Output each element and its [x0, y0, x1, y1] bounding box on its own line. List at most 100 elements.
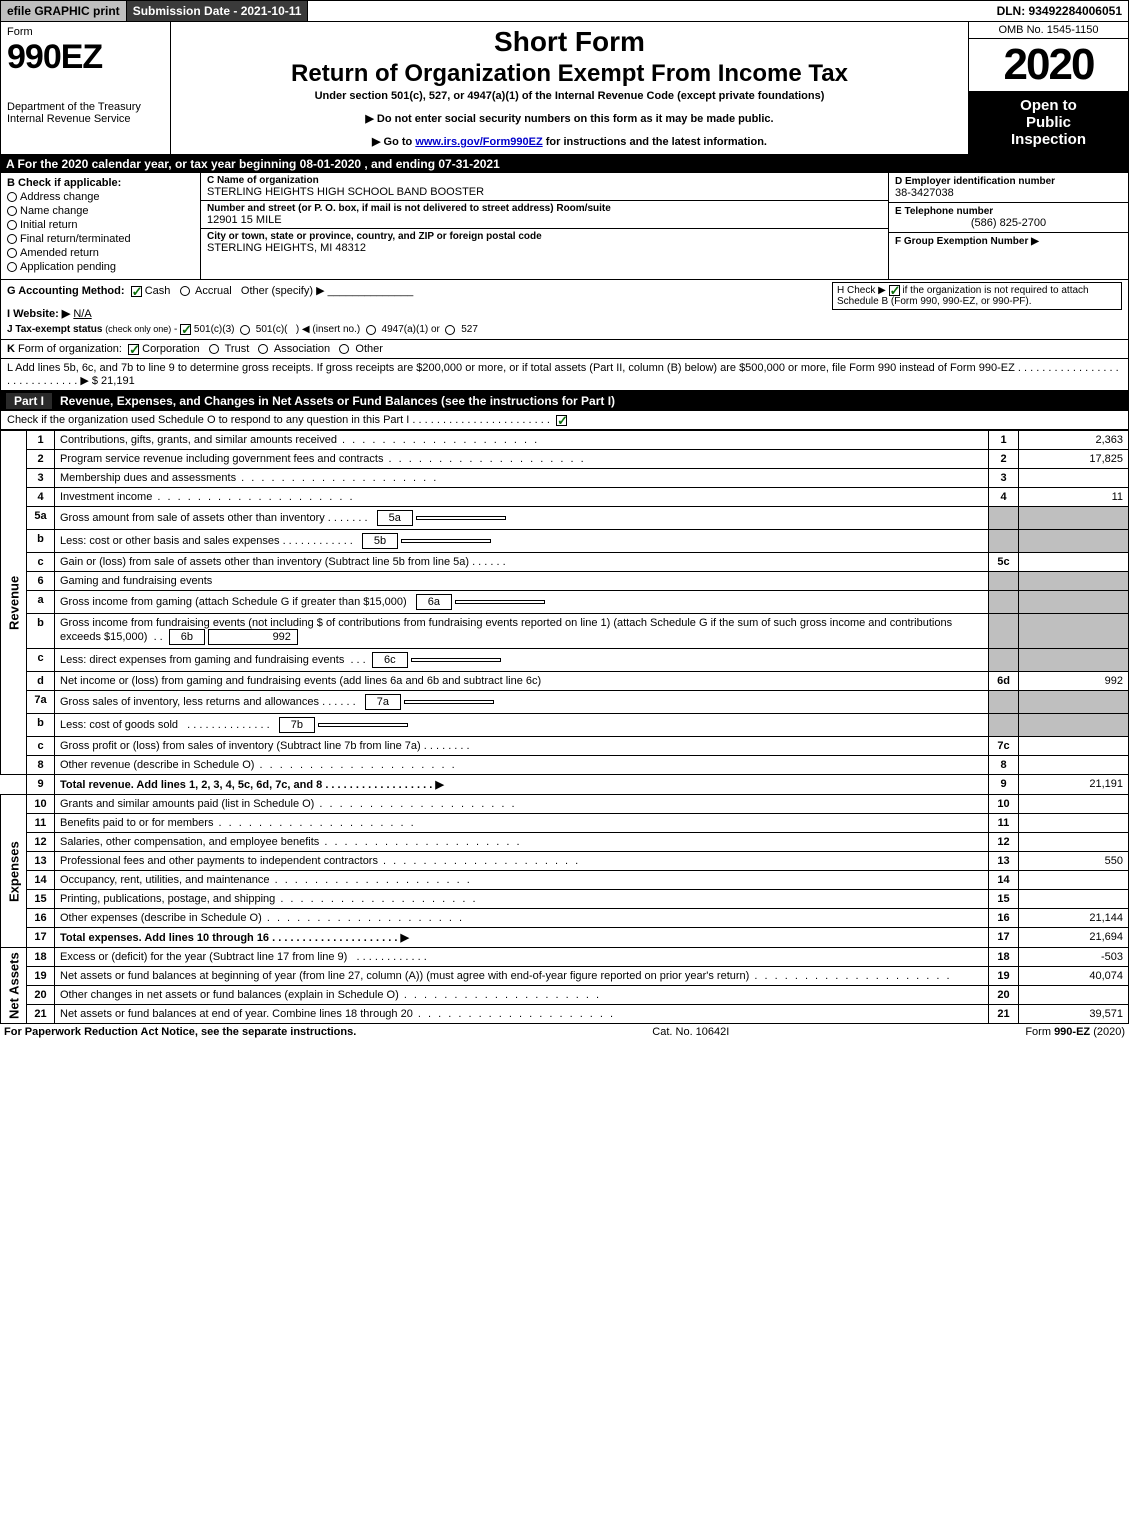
- l14-ln: 14: [989, 871, 1019, 890]
- l6c-shade: [989, 649, 1019, 672]
- omb-number: OMB No. 1545-1150: [969, 22, 1128, 39]
- l10-num: 10: [27, 795, 55, 814]
- irs-link[interactable]: www.irs.gov/Form990EZ: [415, 136, 542, 148]
- l5a-box: 5a: [377, 510, 413, 526]
- chk-accrual[interactable]: [180, 286, 190, 296]
- chk-kother[interactable]: [339, 344, 349, 354]
- chk-corp[interactable]: [128, 344, 139, 355]
- tax-year: 2020: [969, 39, 1128, 91]
- page-footer: For Paperwork Reduction Act Notice, see …: [0, 1024, 1129, 1040]
- tel-value: (586) 825-2700: [895, 217, 1122, 229]
- open-l3: Inspection: [971, 131, 1126, 148]
- header-left: Form 990EZ Department of the Treasury In…: [1, 22, 171, 154]
- l6d-num: d: [27, 672, 55, 691]
- chk-cash[interactable]: [131, 286, 142, 297]
- l5a-boxamt: [416, 516, 506, 520]
- efile-print-button[interactable]: efile GRAPHIC print: [1, 1, 127, 21]
- row-11: 11 Benefits paid to or for members 11: [1, 814, 1129, 833]
- l7b-boxamt: [318, 723, 408, 727]
- l6a-boxamt: [455, 600, 545, 604]
- part-1-sub: Check if the organization used Schedule …: [0, 411, 1129, 430]
- f-group-exemption: F Group Exemption Number ▶: [889, 233, 1128, 279]
- l8-desc: Other revenue (describe in Schedule O): [60, 759, 254, 771]
- chk-501c3[interactable]: [180, 324, 191, 335]
- l8-ln: 8: [989, 756, 1019, 775]
- sidebar-revenue: Revenue: [1, 431, 27, 775]
- l14-amt: [1019, 871, 1129, 890]
- open-to-public: Open to Public Inspection: [969, 91, 1128, 154]
- submission-date-button[interactable]: Submission Date - 2021-10-11: [127, 1, 309, 21]
- l1-desc: Contributions, gifts, grants, and simila…: [60, 434, 337, 446]
- row-7a: 7a Gross sales of inventory, less return…: [1, 691, 1129, 714]
- chk-schedule-o[interactable]: [556, 415, 567, 426]
- l11-amt: [1019, 814, 1129, 833]
- l21-desc: Net assets or fund balances at end of ye…: [60, 1008, 413, 1020]
- chk-527[interactable]: [445, 325, 455, 335]
- short-form-title: Short Form: [179, 26, 960, 58]
- l9-amt: 21,191: [1019, 775, 1129, 795]
- l5a-shade: [989, 507, 1019, 530]
- l4-desc: Investment income: [60, 491, 152, 503]
- row-20: 20 Other changes in net assets or fund b…: [1, 986, 1129, 1005]
- block-d: D Employer identification number 38-3427…: [888, 173, 1128, 279]
- chk-label-3: Final return/terminated: [20, 233, 131, 245]
- row-17: 17 Total expenses. Add lines 10 through …: [1, 928, 1129, 948]
- row-6: 6 Gaming and fundraising events: [1, 572, 1129, 591]
- l7a-shade: [989, 691, 1019, 714]
- row-5a: 5a Gross amount from sale of assets othe…: [1, 507, 1129, 530]
- row-13: 13 Professional fees and other payments …: [1, 852, 1129, 871]
- l17-desc: Total expenses. Add lines 10 through 16 …: [60, 932, 409, 944]
- l5a-shade2: [1019, 507, 1129, 530]
- l21-ln: 21: [989, 1005, 1019, 1024]
- chk-4947[interactable]: [366, 325, 376, 335]
- chk-label-5: Application pending: [20, 261, 116, 273]
- l7b-shade: [989, 714, 1019, 737]
- l7a-num: 7a: [27, 691, 55, 714]
- chk-trust[interactable]: [209, 344, 219, 354]
- footer-right-pre: Form: [1025, 1026, 1054, 1038]
- chk-name-change[interactable]: Name change: [7, 205, 194, 217]
- chk-assoc[interactable]: [258, 344, 268, 354]
- l6d-desc: Net income or (loss) from gaming and fun…: [55, 672, 989, 691]
- chk-final-return[interactable]: Final return/terminated: [7, 233, 194, 245]
- l6d-amt: 992: [1019, 672, 1129, 691]
- l6a-num: a: [27, 591, 55, 614]
- l6c-desc: Less: direct expenses from gaming and fu…: [60, 654, 344, 666]
- chk-app-pending[interactable]: Application pending: [7, 261, 194, 273]
- l8-num: 8: [27, 756, 55, 775]
- chk-label-1: Name change: [20, 205, 89, 217]
- l9-ln: 9: [989, 775, 1019, 795]
- l7a-shade2: [1019, 691, 1129, 714]
- l6c-shade2: [1019, 649, 1129, 672]
- l18-num: 18: [27, 948, 55, 967]
- l20-desc: Other changes in net assets or fund bala…: [60, 989, 399, 1001]
- l6-shade2: [1019, 572, 1129, 591]
- l17-num: 17: [27, 928, 55, 948]
- l13-num: 13: [27, 852, 55, 871]
- row-8: 8 Other revenue (describe in Schedule O)…: [1, 756, 1129, 775]
- l5a-desc: Gross amount from sale of assets other t…: [60, 512, 325, 524]
- chk-label-4: Amended return: [20, 247, 99, 259]
- h-box: H Check ▶ if the organization is not req…: [832, 282, 1122, 310]
- row-6c: c Less: direct expenses from gaming and …: [1, 649, 1129, 672]
- l7b-desc: Less: cost of goods sold: [60, 719, 178, 731]
- footer-right-b: 990-EZ: [1054, 1026, 1090, 1038]
- l15-desc: Printing, publications, postage, and shi…: [60, 893, 275, 905]
- l5c-num: c: [27, 553, 55, 572]
- j-tax-exempt: J Tax-exempt status (check only one) - 5…: [7, 324, 1122, 335]
- chk-h[interactable]: [889, 285, 900, 296]
- l10-ln: 10: [989, 795, 1019, 814]
- l12-ln: 12: [989, 833, 1019, 852]
- top-toolbar: efile GRAPHIC print Submission Date - 20…: [0, 0, 1129, 22]
- chk-amended[interactable]: Amended return: [7, 247, 194, 259]
- chk-501c[interactable]: [240, 325, 250, 335]
- l13-ln: 13: [989, 852, 1019, 871]
- row-4: 4 Investment income 4 11: [1, 488, 1129, 507]
- l-amount: $ 21,191: [92, 375, 135, 387]
- l7b-box: 7b: [279, 717, 315, 733]
- l6a-shade2: [1019, 591, 1129, 614]
- chk-address-change[interactable]: Address change: [7, 191, 194, 203]
- l6a-desc: Gross income from gaming (attach Schedul…: [60, 596, 407, 608]
- warning-ssn: ▶ Do not enter social security numbers o…: [179, 112, 960, 125]
- chk-initial-return[interactable]: Initial return: [7, 219, 194, 231]
